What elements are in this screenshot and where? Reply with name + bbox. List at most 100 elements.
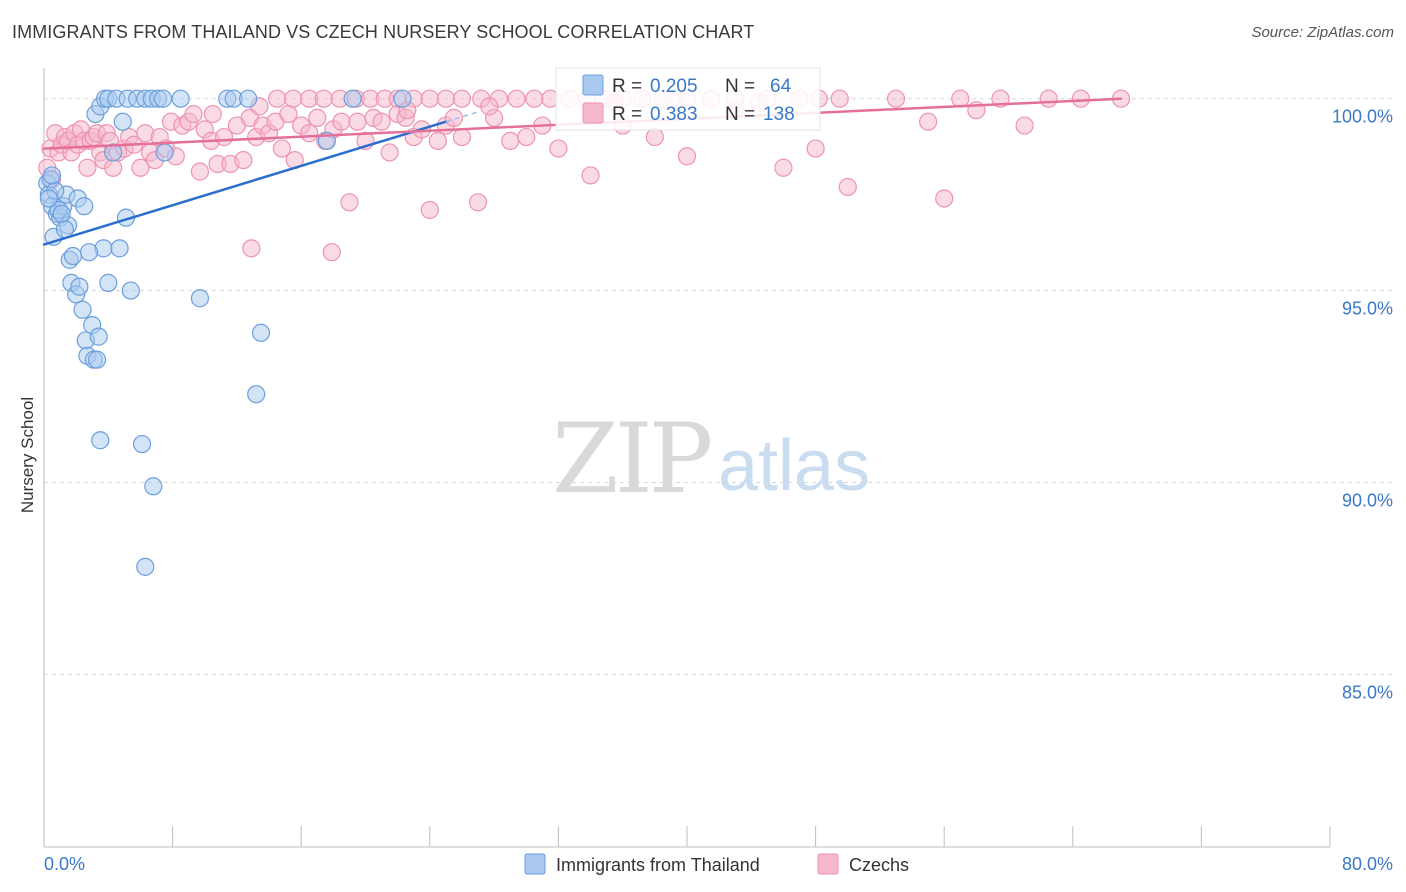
czechs-point-91 <box>1015 116 1034 135</box>
watermark-zip: ZIP <box>552 403 711 515</box>
thailand-point-31 <box>190 289 210 308</box>
y-axis-tick-labels: 85.0% 90.0% 95.0% 100.0% <box>1332 107 1393 703</box>
czechs-point-124 <box>886 89 906 108</box>
czechs-point-60 <box>348 112 367 131</box>
thailand-point-26 <box>121 281 140 300</box>
thailand-point-28 <box>136 557 155 576</box>
thailand-point-50 <box>239 89 258 108</box>
czechs-point-123 <box>830 89 849 108</box>
thailand-point-12 <box>70 277 89 296</box>
thailand-point-27 <box>132 434 152 454</box>
czechs-point-26 <box>131 158 150 177</box>
thailand-trend-line <box>42 120 448 246</box>
czechs-point-73 <box>452 127 472 147</box>
y-tick-label-85: 85.0% <box>1342 682 1393 702</box>
czechs-point-58 <box>332 112 351 131</box>
legend-swatch-czechs <box>582 102 604 124</box>
czechs-point-109 <box>507 89 526 108</box>
czechs-point-87 <box>838 177 857 197</box>
czechs-point-94 <box>267 89 287 108</box>
thailand-point-22 <box>99 273 118 292</box>
thailand-trend-extension <box>445 111 479 123</box>
thailand-point-52 <box>393 89 412 108</box>
czechs-point-83 <box>677 147 697 166</box>
czechs-point-55 <box>308 108 327 127</box>
bottom-legend-label-thailand: Immigrants from Thailand <box>556 855 760 875</box>
y-tick-label-95: 95.0% <box>1342 299 1393 319</box>
thailand-point-19 <box>89 327 108 346</box>
czechs-point-86 <box>806 139 825 158</box>
thailand-point-59 <box>42 166 62 185</box>
czechs-point-82 <box>645 127 664 147</box>
bottom-legend-swatch-czechs <box>817 853 839 875</box>
czechs-point-80 <box>581 166 600 185</box>
thailand-point-23 <box>104 143 123 162</box>
x-axis-ticks <box>43 826 1331 847</box>
thailand-point-40 <box>113 112 132 131</box>
czechs-point-64 <box>380 143 399 162</box>
czechs-point-104 <box>420 89 439 108</box>
bottom-legend-label-czechs: Czechs <box>849 855 909 875</box>
czechs-point-106 <box>452 89 472 108</box>
thailand-point-32 <box>247 385 266 404</box>
thailand-points <box>38 89 412 576</box>
czechs-point-54 <box>300 124 319 143</box>
legend-n-label-czechs: N = <box>725 104 755 125</box>
thailand-point-62 <box>39 189 58 208</box>
gridlines <box>44 98 1393 675</box>
thailand-point-51 <box>343 89 362 108</box>
thailand-point-47 <box>171 89 190 108</box>
x-tick-label-max: 80.0% <box>1342 854 1393 874</box>
thailand-point-33 <box>251 323 271 342</box>
czechs-point-74 <box>468 193 488 212</box>
thailand-point-13 <box>73 300 92 319</box>
czechs-point-79 <box>549 139 568 158</box>
thailand-point-61 <box>75 197 94 216</box>
czechs-point-93 <box>322 243 341 262</box>
legend-n-value-czechs: 138 <box>763 104 795 125</box>
y-tick-label-100: 100.0% <box>1332 107 1393 127</box>
czechs-point-50 <box>272 139 292 158</box>
czechs-point-77 <box>517 127 536 147</box>
watermark: ZIP atlas <box>552 403 870 515</box>
thailand-point-24 <box>110 239 129 258</box>
czechs-point-21 <box>104 158 123 177</box>
legend-r-value-czechs: 0.383 <box>650 104 698 125</box>
thailand-point-58 <box>79 243 99 262</box>
thailand-point-63 <box>63 246 83 266</box>
czechs-point-44 <box>234 150 253 170</box>
czechs-point-85 <box>774 158 793 177</box>
thailand-point-20 <box>91 431 110 450</box>
czechs-point-13 <box>78 158 97 177</box>
czechs-point-92 <box>242 239 261 258</box>
x-tick-label-min: 0.0% <box>44 854 85 874</box>
thailand-point-18 <box>87 350 107 369</box>
source-credit: Source: ZipAtlas.com <box>1251 24 1394 41</box>
czechs-point-95 <box>284 89 303 108</box>
thailand-point-30 <box>155 143 174 162</box>
czechs-point-36 <box>184 104 203 124</box>
czechs-point-110 <box>525 89 544 108</box>
bottom-legend: Immigrants from Thailand Czechs <box>524 853 909 875</box>
czechs-point-89 <box>935 189 954 208</box>
bottom-legend-swatch-thailand <box>524 853 546 875</box>
czechs-point-59 <box>340 193 359 212</box>
czechs-point-128 <box>1071 89 1090 108</box>
y-tick-label-90: 90.0% <box>1342 490 1393 510</box>
czechs-point-69 <box>420 200 439 220</box>
czechs-point-37 <box>190 162 210 181</box>
thailand-point-29 <box>144 477 163 496</box>
czechs-point-88 <box>919 112 938 131</box>
czechs-point-105 <box>436 89 455 108</box>
thailand-point-46 <box>153 89 173 108</box>
czechs-point-72 <box>444 108 464 127</box>
czechs-point-130 <box>203 104 222 124</box>
czechs-point-76 <box>501 131 520 151</box>
legend-r-label-thailand: R = <box>612 76 642 97</box>
legend-n-label-thailand: N = <box>725 76 755 97</box>
legend-r-label-czechs: R = <box>612 104 642 125</box>
czechs-point-63 <box>372 112 391 131</box>
legend-n-value-thailand: 64 <box>770 76 792 97</box>
thailand-point-60 <box>52 204 71 223</box>
